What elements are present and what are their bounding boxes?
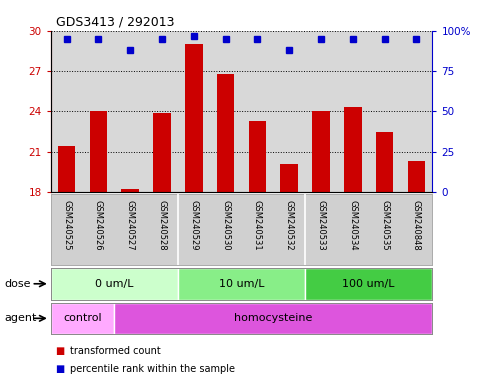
Text: 100 um/L: 100 um/L [342, 279, 395, 289]
Bar [51, 303, 114, 334]
Text: GSM240529: GSM240529 [189, 200, 199, 250]
Bar [51, 268, 178, 300]
Bar [58, 146, 75, 192]
Bar [305, 268, 432, 300]
Text: GSM240532: GSM240532 [284, 200, 294, 250]
Text: 10 um/L: 10 um/L [219, 279, 264, 289]
Bar [249, 121, 266, 192]
Bar [185, 44, 202, 192]
Text: GSM240534: GSM240534 [348, 200, 357, 250]
Text: GSM240530: GSM240530 [221, 200, 230, 250]
Text: homocysteine: homocysteine [234, 313, 313, 323]
Bar [153, 113, 171, 192]
Text: dose: dose [5, 279, 31, 289]
Bar [114, 303, 432, 334]
Text: GSM240528: GSM240528 [157, 200, 167, 250]
Bar [312, 111, 330, 192]
Text: transformed count: transformed count [70, 346, 161, 356]
Text: GSM240535: GSM240535 [380, 200, 389, 250]
Text: GSM240527: GSM240527 [126, 200, 135, 250]
Bar [281, 164, 298, 192]
Bar [90, 111, 107, 192]
Text: control: control [63, 313, 102, 323]
Bar [217, 74, 234, 192]
Bar [121, 189, 139, 192]
Text: percentile rank within the sample: percentile rank within the sample [70, 364, 235, 374]
Text: GDS3413 / 292013: GDS3413 / 292013 [56, 16, 174, 29]
Bar [408, 161, 425, 192]
Text: GSM240525: GSM240525 [62, 200, 71, 250]
Text: ■: ■ [56, 364, 65, 374]
Bar [344, 108, 362, 192]
Bar [178, 268, 305, 300]
Text: agent: agent [5, 313, 37, 323]
Text: GSM240533: GSM240533 [316, 200, 326, 250]
Text: GSM240526: GSM240526 [94, 200, 103, 250]
Text: GSM240531: GSM240531 [253, 200, 262, 250]
Text: ■: ■ [56, 346, 65, 356]
Bar [376, 132, 393, 192]
Text: 0 um/L: 0 um/L [95, 279, 134, 289]
Text: GSM240848: GSM240848 [412, 200, 421, 250]
